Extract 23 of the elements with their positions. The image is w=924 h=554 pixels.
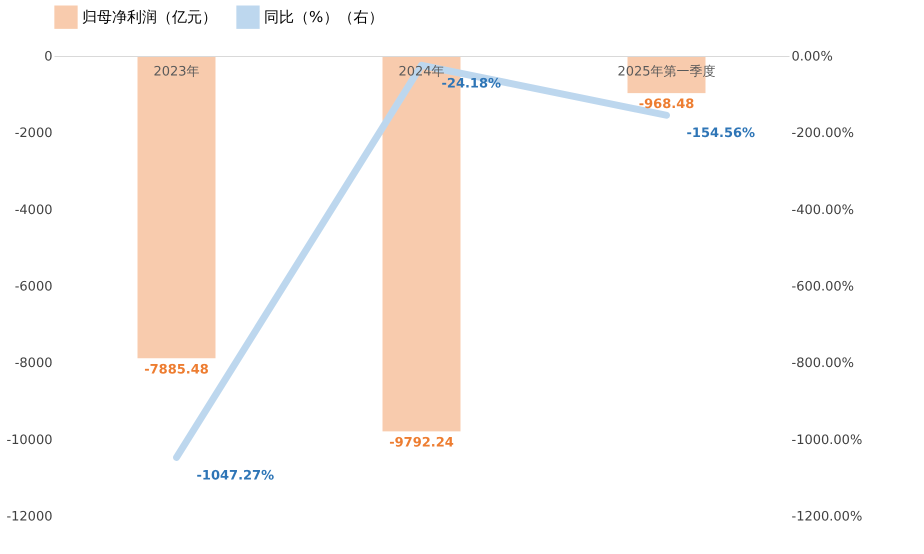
data-label: -9792.24 <box>389 435 454 450</box>
y-tick-label: 0 <box>44 50 52 64</box>
y-tick-label: -12000 <box>6 510 52 524</box>
legend-label: 同比（%）（右） <box>264 8 384 26</box>
x-tick-label: 2025年第一季度 <box>617 64 716 80</box>
data-label: -154.56% <box>686 126 756 142</box>
y2-tick-label: -600.00% <box>792 280 854 294</box>
x-tick-label: 2023年 <box>153 64 200 80</box>
data-label: -1047.27% <box>196 468 274 484</box>
y-tick-label: -10000 <box>6 432 52 448</box>
y2-tick-label: -800.00% <box>792 356 854 372</box>
y2-tick-label: 0.00% <box>792 50 833 64</box>
y-tick-label: -2000 <box>14 126 52 142</box>
legend-label: 归母净利润（亿元） <box>82 8 217 26</box>
y2-tick-label: -400.00% <box>792 202 854 218</box>
y2-tick-label: -1200.00% <box>792 510 862 524</box>
data-label: -968.48 <box>638 97 694 112</box>
y-tick-label: -6000 <box>14 280 52 294</box>
y-tick-label: -8000 <box>14 356 52 372</box>
y2-tick-label: -200.00% <box>792 126 854 142</box>
data-label: -7885.48 <box>144 362 209 378</box>
y-tick-label: -4000 <box>14 202 52 218</box>
y2-tick-label: -1000.00% <box>792 432 862 448</box>
